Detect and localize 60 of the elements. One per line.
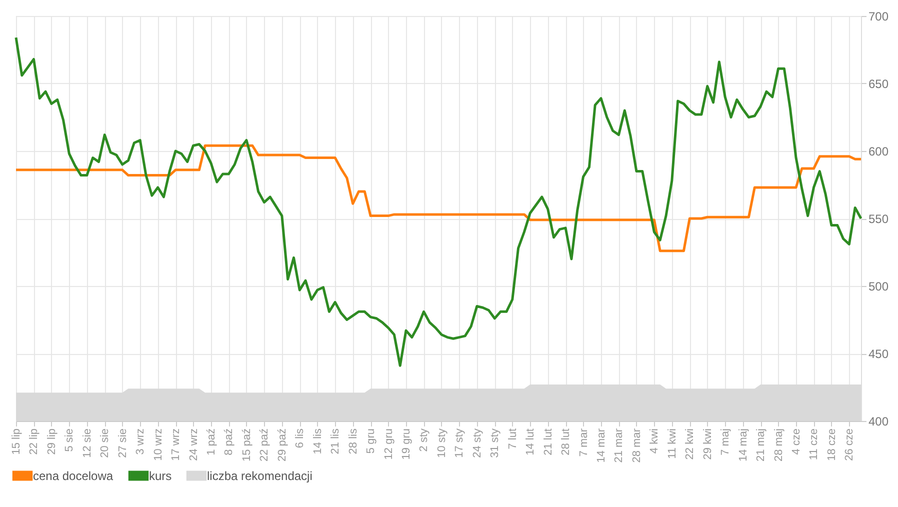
x-tick-label: 21 mar — [613, 428, 626, 463]
x-tick-label: 4 cze — [790, 428, 802, 455]
x-tick-label: 1 paź — [206, 428, 218, 456]
x-tick-label: 22 lip — [28, 428, 40, 455]
legend-label: liczba rekomendacji — [207, 468, 312, 483]
x-tick-label: 15 lip — [10, 428, 22, 455]
x-tick-label: 5 gru — [365, 428, 378, 454]
line-series — [14, 36, 862, 367]
x-tick-label: 22 paź — [258, 428, 271, 462]
x-tick-label: 31 sty — [489, 428, 502, 458]
y-tick-label: 450 — [868, 347, 889, 361]
x-tick-label: 22 kwi — [684, 428, 696, 460]
x-tick-label: 15 paź — [240, 428, 253, 462]
x-tick-label: 7 lut — [506, 428, 519, 450]
x-tick-label: 24 wrz — [188, 428, 200, 461]
x-tick-label: 28 mar — [630, 428, 643, 463]
y-tick-label: 700 — [868, 10, 889, 24]
x-tick-label: 14 lut — [524, 428, 537, 456]
x-tick-label: 29 lip — [46, 428, 58, 455]
x-tick-label: 19 gru — [400, 428, 412, 460]
x-tick-label: 14 lis — [312, 428, 324, 454]
x-tick-label: 11 kwi — [666, 428, 678, 459]
x-tick-label: 17 sty — [454, 428, 466, 458]
x-tick-label: 29 paź — [276, 428, 288, 462]
y-tick-label: 400 — [868, 414, 889, 428]
x-tick-label: 28 lut — [560, 428, 572, 456]
x-tick-label: 26 cze — [844, 428, 856, 461]
x-tick-label: 11 cze — [808, 428, 820, 460]
x-tick-label: 24 sty — [471, 428, 484, 458]
x-tick-label: 21 maj — [755, 428, 768, 462]
legend-label: cena docelowa — [33, 468, 114, 483]
x-tick-label: 29 kwi — [702, 428, 714, 460]
line-series — [14, 144, 862, 252]
x-tick-label: 2 sty — [418, 428, 430, 452]
x-tick-label: 14 mar — [596, 428, 608, 463]
x-tick-label: 10 sty — [436, 428, 448, 458]
y-tick-label: 550 — [868, 212, 889, 226]
x-tick-label: 6 lis — [294, 428, 306, 448]
x-tick-label: 17 wrz — [170, 428, 182, 461]
x-tick-label: 4 kwi — [648, 428, 661, 454]
x-tick-label: 5 sie — [64, 428, 76, 452]
y-tick-label: 650 — [868, 77, 889, 91]
x-tick-label: 12 sie — [81, 428, 94, 458]
x-tick-label: 3 wrz — [134, 428, 147, 455]
y-tick-label: 500 — [868, 280, 889, 294]
x-tick-label: 12 gru — [382, 428, 395, 460]
x-tick-label: 20 sie — [99, 428, 112, 458]
x-tick-label: 7 maj — [720, 428, 732, 456]
x-tick-label: 21 lut — [542, 428, 554, 456]
x-tick-label: 27 sie — [116, 428, 129, 458]
x-tick-label: 28 maj — [772, 428, 785, 462]
x-tick-label: 8 paź — [223, 428, 236, 456]
legend-label: kurs — [149, 468, 172, 483]
x-tick-label: 21 lis — [330, 428, 342, 454]
x-tick-label: 28 lis — [347, 428, 360, 454]
x-tick-label: 10 wrz — [152, 428, 164, 461]
x-tick-label: 14 maj — [737, 428, 750, 462]
x-tick-label: 18 cze — [826, 428, 838, 461]
x-tick-label: 7 mar — [578, 428, 590, 457]
y-tick-label: 600 — [868, 144, 889, 158]
